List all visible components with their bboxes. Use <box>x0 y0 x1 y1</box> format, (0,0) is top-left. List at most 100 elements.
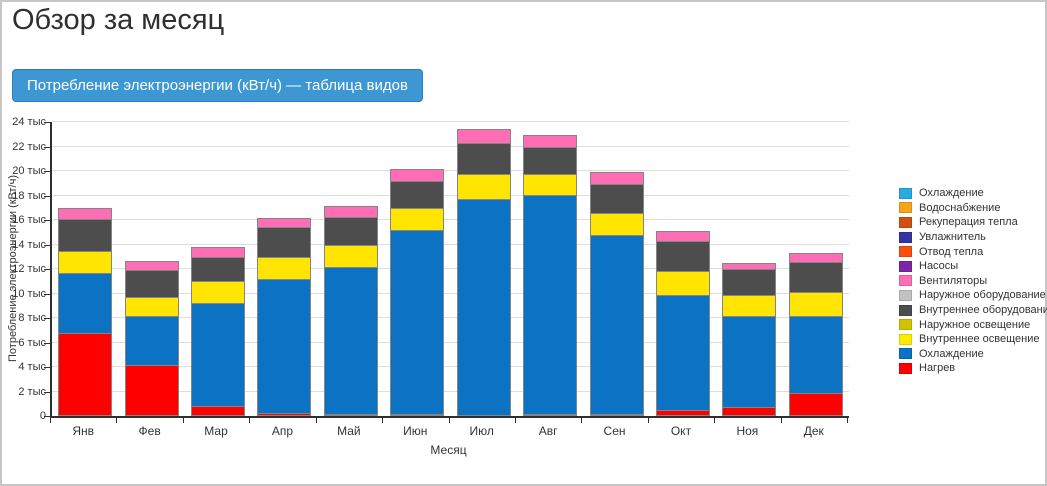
x-axis-title: Месяц <box>430 443 467 457</box>
legend-item: Охлаждение <box>899 186 1047 201</box>
gridline <box>52 194 849 196</box>
bar-segment-Внутреннее оборудование[interactable] <box>58 219 113 252</box>
y-axis-tick <box>44 171 50 172</box>
legend-item: Отвод тепла <box>899 244 1047 259</box>
bar-segment-Внутреннее освещение[interactable] <box>257 257 312 280</box>
x-axis-tick-label: Май <box>337 424 361 438</box>
legend-label: Наружное оборудование <box>919 289 1046 302</box>
gridline <box>52 268 849 269</box>
bar-segment-Внутреннее освещение[interactable] <box>390 208 445 231</box>
gridline <box>52 366 849 367</box>
bar-segment-Внутреннее освещение[interactable] <box>124 297 179 317</box>
bar-segment-Охлаждение[interactable] <box>788 316 843 394</box>
bar-Дек[interactable] <box>788 253 843 416</box>
bar-segment-Охлаждение[interactable] <box>191 303 246 407</box>
y-axis-tick <box>44 146 50 148</box>
bar-segment-Охлаждение[interactable] <box>456 199 511 416</box>
bar-segment-Нагрев[interactable] <box>523 414 578 416</box>
bar-segment-Нагрев[interactable] <box>257 413 312 416</box>
plot-area <box>50 121 849 418</box>
bar-segment-Нагрев[interactable] <box>722 407 777 416</box>
legend-label: Вентиляторы <box>919 274 988 287</box>
bar-segment-Внутреннее освещение[interactable] <box>191 281 246 304</box>
legend-item: Охлаждение <box>899 347 1047 362</box>
bar-segment-Внутреннее оборудование[interactable] <box>523 147 578 175</box>
bar-segment-Охлаждение[interactable] <box>257 279 312 414</box>
bar-segment-Вентиляторы[interactable] <box>456 129 511 144</box>
legend-swatch-icon <box>899 304 912 316</box>
bar-segment-Внутреннее освещение[interactable] <box>589 213 644 236</box>
bar-Сен[interactable] <box>589 172 644 416</box>
y-axis-tick <box>44 342 50 344</box>
bar-segment-Нагрев[interactable] <box>589 414 644 416</box>
bar-Май[interactable] <box>323 206 378 416</box>
legend-label: Водоснабжение <box>919 201 1001 214</box>
bar-segment-Внутреннее оборудование[interactable] <box>456 143 511 175</box>
x-axis-tick <box>448 418 450 423</box>
x-axis-tick <box>514 418 516 423</box>
bar-Мар[interactable] <box>191 247 246 416</box>
x-axis-tick <box>315 418 317 423</box>
legend-item: Насосы <box>899 259 1047 274</box>
bar-segment-Внутреннее оборудование[interactable] <box>722 269 777 296</box>
bar-segment-Внутреннее оборудование[interactable] <box>124 270 179 298</box>
bar-segment-Охлаждение[interactable] <box>58 273 113 334</box>
bar-segment-Внутреннее освещение[interactable] <box>323 245 378 268</box>
bar-Ноя[interactable] <box>722 263 777 416</box>
consumption-table-button[interactable]: Потребление электроэнергии (кВт/ч) — таб… <box>12 69 423 102</box>
bar-Окт[interactable] <box>655 231 710 416</box>
x-axis-tick <box>847 418 848 423</box>
bar-segment-Внутреннее оборудование[interactable] <box>257 227 312 258</box>
bar-segment-Охлаждение[interactable] <box>523 195 578 415</box>
bar-segment-Внутреннее оборудование[interactable] <box>655 241 710 272</box>
y-axis-tick <box>44 391 50 393</box>
bar-segment-Нагрев[interactable] <box>655 410 710 416</box>
bar-segment-Внутреннее освещение[interactable] <box>456 174 511 200</box>
bar-segment-Внутреннее оборудование[interactable] <box>191 257 246 282</box>
bar-segment-Нагрев[interactable] <box>788 393 843 416</box>
bar-segment-Охлаждение[interactable] <box>390 230 445 415</box>
bar-segment-Внутреннее освещение[interactable] <box>655 271 710 296</box>
bar-segment-Внутреннее освещение[interactable] <box>523 174 578 196</box>
bar-segment-Охлаждение[interactable] <box>589 235 644 415</box>
x-axis-tick-label: Окт <box>670 424 692 438</box>
bar-segment-Охлаждение[interactable] <box>323 267 378 415</box>
legend-swatch-icon <box>899 362 912 374</box>
bar-Янв[interactable] <box>58 208 113 416</box>
x-axis-tick-label: Ноя <box>736 424 759 438</box>
y-axis-tick-label: 2 тыс <box>18 385 46 398</box>
bar-segment-Нагрев[interactable] <box>323 414 378 416</box>
legend-item: Наружное освещение <box>899 317 1047 332</box>
bar-segment-Внутреннее оборудование[interactable] <box>390 181 445 209</box>
bar-Апр[interactable] <box>257 218 312 416</box>
bar-Июн[interactable] <box>390 169 445 416</box>
bar-Авг[interactable] <box>523 135 578 416</box>
bar-segment-Внутреннее оборудование[interactable] <box>589 184 644 214</box>
x-axis-tick <box>50 418 51 423</box>
legend-item: Внутреннее оборудование <box>899 303 1047 318</box>
bar-segment-Внутреннее освещение[interactable] <box>58 251 113 274</box>
bar-segment-Нагрев[interactable] <box>191 406 246 416</box>
bar-segment-Внутреннее освещение[interactable] <box>722 295 777 317</box>
bar-Июл[interactable] <box>456 129 511 416</box>
x-axis-tick-label: Дек <box>803 424 824 438</box>
bar-segment-Охлаждение[interactable] <box>722 316 777 408</box>
bar-segment-Охлаждение[interactable] <box>655 295 710 411</box>
bar-segment-Нагрев[interactable] <box>390 414 445 416</box>
bar-segment-Охлаждение[interactable] <box>124 316 179 366</box>
x-axis-tick-label: Июн <box>403 424 428 438</box>
legend-swatch-icon <box>899 275 912 287</box>
bar-segment-Внутреннее освещение[interactable] <box>788 292 843 317</box>
bar-segment-Нагрев[interactable] <box>124 365 179 416</box>
legend-swatch-icon <box>899 246 912 258</box>
bar-Фев[interactable] <box>124 261 179 416</box>
legend-label: Отвод тепла <box>919 245 984 258</box>
y-axis-tick <box>44 122 50 123</box>
y-axis-tick <box>44 318 50 319</box>
legend-label: Рекуперация тепла <box>919 216 1018 229</box>
bar-segment-Внутреннее оборудование[interactable] <box>788 262 843 293</box>
bar-segment-Нагрев[interactable] <box>58 333 113 416</box>
bar-segment-Внутреннее оборудование[interactable] <box>323 217 378 246</box>
legend-label: Охлаждение <box>919 187 984 200</box>
